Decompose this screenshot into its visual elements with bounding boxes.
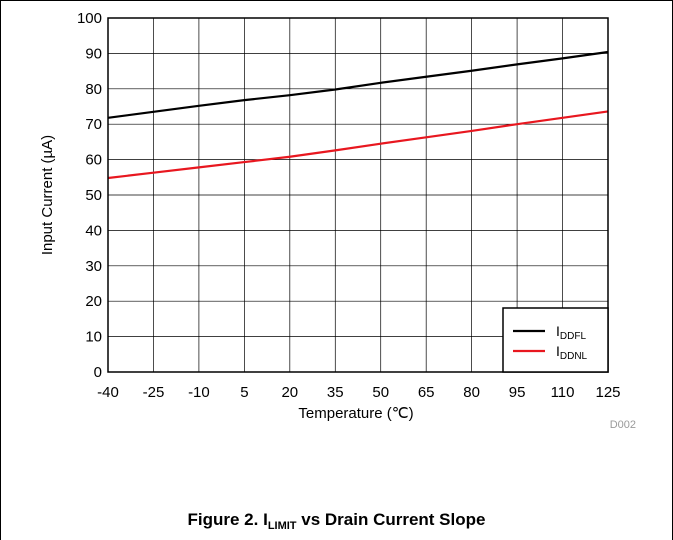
y-tick-label: 80 [85, 81, 102, 98]
frame-top-border [0, 0, 673, 1]
caption-suffix: vs Drain Current Slope [296, 510, 486, 529]
x-tick-label: 50 [372, 384, 389, 401]
y-tick-label: 100 [77, 10, 102, 27]
x-tick-label: -40 [97, 384, 119, 401]
x-tick-label: -25 [143, 384, 165, 401]
y-tick-label: 70 [85, 116, 102, 133]
series-lines [107, 50, 609, 180]
y-tick-label: 50 [85, 187, 102, 204]
y-tick-label: 10 [85, 329, 102, 346]
frame-left-border [0, 0, 1, 540]
figure-code: D002 [610, 419, 636, 431]
legend-label-iddfl: IDDFL [556, 323, 586, 342]
legend-box [502, 307, 609, 373]
y-tick-label: 60 [85, 152, 102, 169]
y-tick-label: 0 [94, 364, 102, 381]
figure-caption: Figure 2. ILIMIT vs Drain Current Slope [0, 510, 673, 532]
series-line-iddnl [107, 110, 609, 180]
series-line-iddfl [107, 50, 609, 119]
x-tick-label: 95 [509, 384, 526, 401]
plot-area-border [107, 17, 609, 373]
x-tick-label: 80 [463, 384, 480, 401]
y-tick-label: 90 [85, 45, 102, 62]
x-tick-label: 110 [551, 384, 575, 401]
x-tick-labels: -40 -25 -10 5 20 35 50 65 80 95 110 125 [97, 384, 620, 401]
legend-label-iddnl: IDDNL [556, 343, 588, 362]
y-tick-label: 20 [85, 293, 102, 310]
x-axis-label: Temperature (℃) [298, 405, 413, 422]
y-axis-label: Input Current (µA) [39, 135, 56, 255]
x-tick-label: 65 [418, 384, 435, 401]
x-tick-label: 20 [281, 384, 298, 401]
x-tick-label: 35 [327, 384, 344, 401]
x-tick-label: 125 [595, 384, 620, 401]
x-tick-label: 5 [240, 384, 248, 401]
x-tick-label: -10 [188, 384, 210, 401]
y-tick-label: 30 [85, 258, 102, 275]
caption-subscript: LIMIT [267, 520, 297, 532]
caption-prefix: Figure 2. I [187, 510, 268, 529]
y-tick-label: 40 [85, 222, 102, 239]
y-tick-labels: 0 10 20 30 40 50 60 70 80 90 100 [77, 10, 102, 381]
